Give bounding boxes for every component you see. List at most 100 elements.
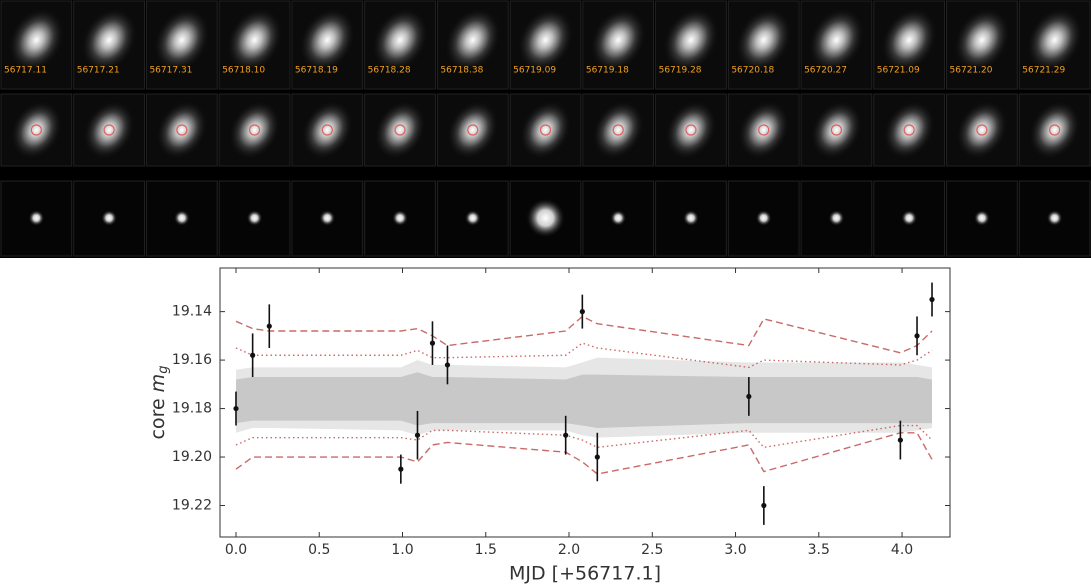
aperture xyxy=(903,124,915,136)
galaxy-image xyxy=(1026,7,1083,73)
aperture xyxy=(248,124,261,136)
model-image xyxy=(592,100,645,160)
aperture xyxy=(321,124,333,136)
galaxy-image xyxy=(808,7,865,73)
aperture xyxy=(539,124,552,136)
x-tick-label: 0.5 xyxy=(308,542,330,558)
data-point xyxy=(746,393,752,400)
plot-frame xyxy=(219,267,951,538)
galaxy-image xyxy=(735,7,792,73)
aperture xyxy=(612,124,624,136)
data-point xyxy=(429,340,436,346)
epoch-label: 56720.18 xyxy=(731,66,774,76)
residual-image xyxy=(682,210,699,226)
data-point xyxy=(897,437,903,443)
model-image xyxy=(374,100,426,160)
x-tick-label: 1.0 xyxy=(391,542,413,558)
residual-image xyxy=(828,210,845,226)
dashed-line xyxy=(235,315,933,354)
model-image xyxy=(10,100,63,160)
residual-image xyxy=(973,210,990,226)
galaxy-image xyxy=(8,7,65,73)
galaxy-image xyxy=(226,7,283,73)
y-tick-label: 19.16 xyxy=(172,352,212,368)
x-tick-label: 0.0 xyxy=(225,542,247,558)
aperture xyxy=(976,124,988,136)
data-point xyxy=(761,502,767,509)
epoch-label: 56721.29 xyxy=(1022,66,1065,76)
data-point xyxy=(929,296,935,303)
model-image xyxy=(446,100,499,160)
dotted-line xyxy=(235,342,933,369)
galaxy-image xyxy=(517,7,574,73)
model-image xyxy=(83,100,136,160)
residual-image xyxy=(901,210,918,226)
epoch-label: 56719.09 xyxy=(513,66,556,76)
residual-image xyxy=(246,210,263,226)
y-tick-label: 19.22 xyxy=(172,497,212,513)
epoch-label: 56718.38 xyxy=(440,66,483,76)
data-point xyxy=(398,466,404,472)
x-axis-label: MJD [+56717.1] xyxy=(509,563,661,585)
residual-image xyxy=(610,210,627,226)
epoch-label: 56718.10 xyxy=(222,66,265,76)
y-axis-label-sub: g xyxy=(156,366,171,374)
epoch-label: 56718.28 xyxy=(368,66,411,76)
residual-image xyxy=(173,210,190,226)
epoch-label: 56719.18 xyxy=(586,66,629,76)
galaxy-image xyxy=(590,7,647,73)
galaxy-image xyxy=(299,7,356,73)
model-image xyxy=(301,100,354,160)
x-tick-label: 1.5 xyxy=(475,542,497,558)
data-point xyxy=(266,323,272,329)
aperture xyxy=(394,124,406,136)
data-point xyxy=(914,333,920,339)
y-axis-label: core mg xyxy=(147,366,171,440)
epoch-label: 56717.21 xyxy=(77,66,120,76)
residual-image xyxy=(755,210,772,226)
data-point xyxy=(250,352,256,358)
epoch-label: 56721.09 xyxy=(877,66,920,76)
residual-image xyxy=(1046,210,1063,226)
residual-image xyxy=(319,210,336,226)
epoch-label: 56719.28 xyxy=(659,66,702,76)
data-point xyxy=(563,432,569,438)
data-point xyxy=(444,362,451,368)
galaxy-image xyxy=(953,7,1011,73)
model-image xyxy=(228,100,281,160)
aperture xyxy=(30,124,42,136)
aperture xyxy=(830,124,843,136)
light-curve-plot: 19.14 19.16 19.18 19.20 19.22 0.0 0.5 1.0 1.5 2.0… xyxy=(147,267,951,585)
galaxy-image xyxy=(880,7,938,73)
aperture xyxy=(467,124,479,136)
residual-image xyxy=(525,198,566,238)
model-image xyxy=(1028,100,1081,160)
data-point xyxy=(233,405,239,412)
y-axis-label-var: m xyxy=(147,374,169,393)
model-image xyxy=(810,100,863,160)
y-tick-label: 19.14 xyxy=(172,304,212,320)
galaxy-image xyxy=(371,7,429,73)
epoch-label: 56717.11 xyxy=(4,66,47,76)
epoch-label: 56720.27 xyxy=(804,66,847,76)
inner-band xyxy=(235,372,933,428)
model-image xyxy=(955,100,1008,160)
aperture xyxy=(176,124,188,136)
galaxy-image xyxy=(80,7,138,73)
residual-image xyxy=(28,210,45,226)
image-strip: 56717.11 56717.21 56717.31 56718.10 56718.19… xyxy=(0,0,1091,257)
data-point xyxy=(579,309,585,315)
aperture xyxy=(103,124,115,136)
y-tick-label: 19.18 xyxy=(172,401,212,417)
x-tick-label: 2.5 xyxy=(641,542,663,558)
galaxy-image xyxy=(444,7,501,73)
x-tick-label: 4.0 xyxy=(891,542,913,558)
residual-image xyxy=(464,210,481,226)
aperture xyxy=(685,124,697,136)
dashed-line xyxy=(235,432,933,475)
model-image xyxy=(155,100,208,160)
x-tick-label: 2.0 xyxy=(558,542,580,558)
epoch-label: 56717.31 xyxy=(149,66,192,76)
residual-image xyxy=(392,210,409,226)
